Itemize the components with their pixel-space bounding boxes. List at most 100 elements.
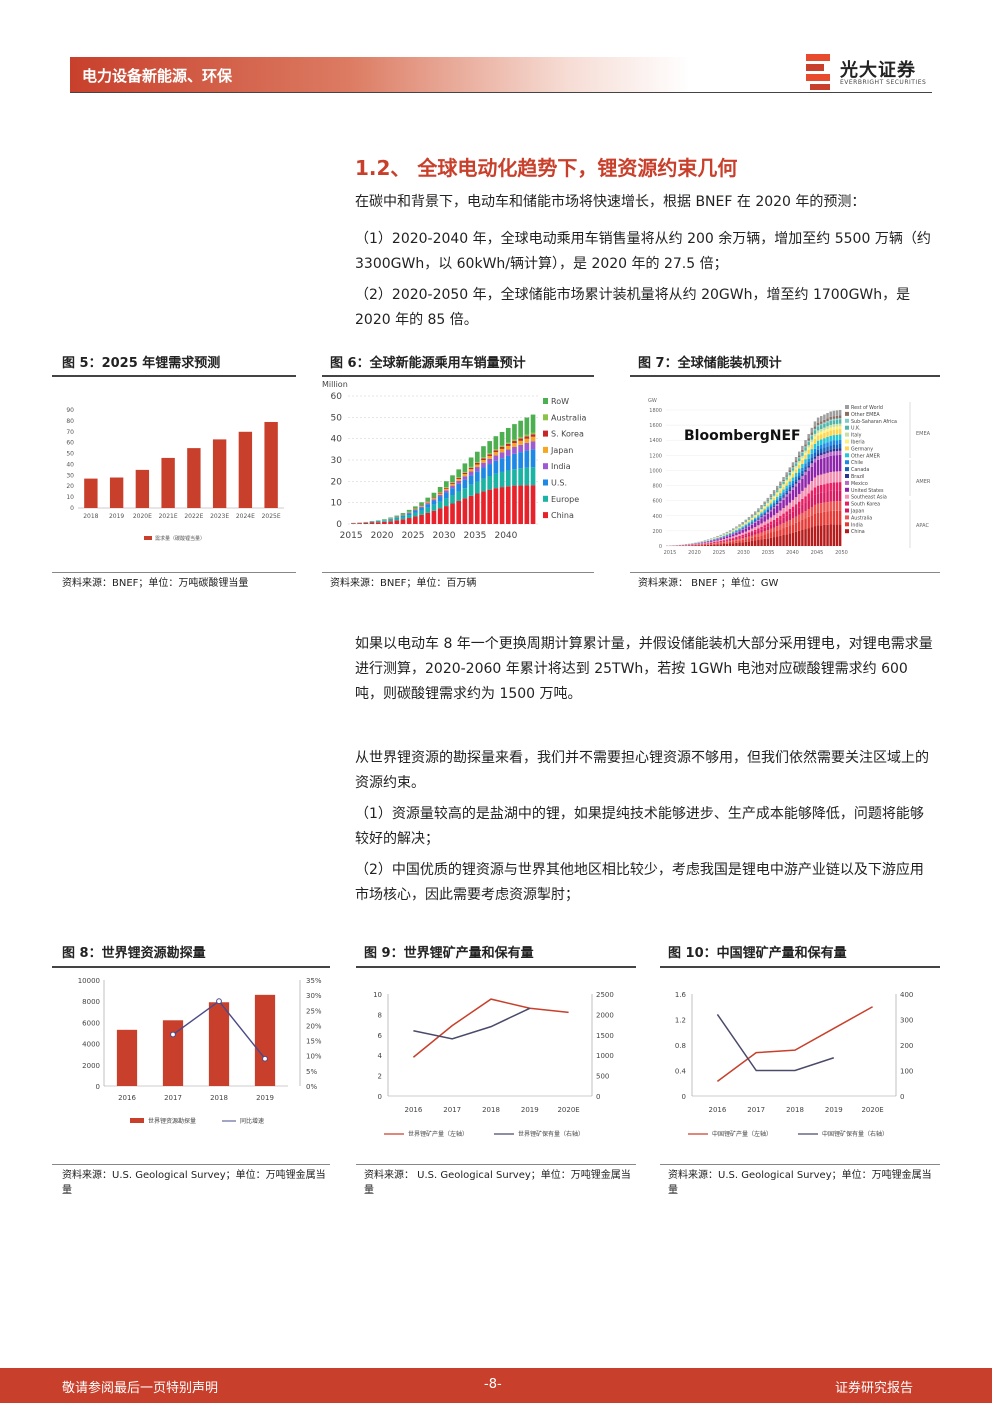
fig7-bar-segment [835,419,839,424]
fig7-legend-label: Other EMEA [851,412,880,418]
fig7-legend-swatch [845,405,849,409]
fig7-bar-segment [826,418,829,422]
fig6-legend-label: China [551,511,574,520]
fig7-bar-segment [747,541,751,546]
fig10-chart: 0 0.4 0.8 1.2 1.6 0 100 200 300 400 2016 2017 2018 20… [675,991,914,1138]
fig7-bar-segment [804,444,807,447]
fig7-bar-segment [798,521,801,531]
paragraph-5: 从世界锂资源的勘探量来看，我们并不需要担心锂资源不够用，但我们依然需要关注区域上… [355,750,929,791]
fig7-bar-segment [826,491,829,503]
fig7-bar-segment [832,429,836,436]
fig7-bar-segment [813,477,817,488]
fig6-bar-segment [413,516,418,524]
fig7-bar-segment [794,462,798,464]
fig6-bar-segment [462,463,468,472]
fig7-bar-segment [719,540,722,542]
fig7-bar-segment [741,528,744,529]
fig6-bar-segment [450,482,455,484]
fig6-bar-segment [474,462,480,465]
fig7-legend-label: Canada [851,467,869,473]
fig5-ytick: 0 [70,505,74,512]
fig7-bar-segment [801,455,804,458]
fig7-bar-segment [719,542,722,544]
fig7-bar-segment [835,510,839,525]
footer-disclaimer: 敬请参阅最后一页特别声明 [62,1381,219,1396]
fig7-bar-segment [810,466,814,482]
fig7-bar-segment [728,540,732,542]
fig7-bar-segment [810,434,814,437]
fig7-bar-segment [788,484,792,488]
fig6-bar-segment [394,518,400,521]
fig6-bar-segment [512,424,517,440]
fig7-bar-segment [829,430,832,436]
fig7-bar-segment [788,470,792,473]
fig6-bar-segment [468,495,474,524]
fig6-legend-label: India [551,462,571,471]
fig7-bar-segment [757,528,760,531]
fig10-series-line [716,1013,835,1072]
fig7-ytick: 200 [652,529,662,535]
fig6-ytick: 0 [336,520,342,530]
fig7-bar-segment [750,537,754,541]
fig8-ytick: 6000 [82,1019,100,1027]
fig6-bar-segment [444,490,449,493]
fig9-chart: 0 2 4 6 8 10 0 500 1000 1500 2000 2500 2016 2017 2018 2… [373,991,614,1138]
fig6-bar-segment [487,454,492,456]
fig7-legend-swatch [845,480,849,485]
fig9-bottom-rule [356,1164,636,1165]
fig7-bar-segment [798,479,801,483]
fig7-bar-segment [807,438,810,441]
fig7-bar-segment [804,469,807,472]
fig7-bar-segment [798,478,801,480]
fig7-bar-segment [794,456,798,461]
fig7-bar-segment [810,453,814,458]
fig6-bar-segment [518,444,523,453]
fig6-bar-segment [437,487,443,493]
fig7-bar-segment [826,428,829,432]
fig7-bar-segment [750,521,754,523]
fig7-bar-segment [829,455,832,473]
fig8-xtick: 2019 [256,1094,274,1102]
fig7-bar-segment [801,459,804,464]
fig7-bar-segment [788,490,792,494]
fig7-bar-segment [813,438,817,444]
fig7-bar-segment [820,458,823,475]
fig6-bar-segment [524,417,530,435]
fig6-bar-segment [493,450,499,453]
fig7-bar-segment [747,519,751,521]
fig7-bar-segment [788,489,792,491]
fig7-bar-segment [832,501,836,511]
fig7-xtick: 2035 [762,550,775,556]
fig7-bar-segment [829,416,832,420]
fig6-bar-segment [505,470,511,487]
fig6-bar-segment [474,471,480,482]
fig7-bar-segment [823,430,826,433]
fig7-bar-segment [791,468,795,471]
fig7-bottom-rule [630,572,940,573]
fig7-bar-segment [832,420,836,425]
fig6-bar-segment [425,504,431,508]
fig6-bar-segment [530,436,536,442]
fig7-bar-segment [838,439,842,444]
fig7-bar-segment [832,435,836,441]
fig6-bar-segment [437,501,443,509]
fig7-bar-segment [700,545,704,546]
fig6-bar-segment [499,431,505,446]
fig7-bar-segment [735,531,738,532]
fig7-ytick: 400 [652,514,662,520]
fig7-bar-segment [747,523,751,525]
fig7-bar-segment [804,529,807,546]
fig7-bar-segment [703,544,707,546]
fig7-bar-segment [798,464,801,469]
fig7-bar-segment [747,521,751,523]
fig7-bar-segment [826,511,829,525]
fig9-legend-label: 世界锂矿产量（左轴） [408,1130,468,1138]
fig7-bar-segment [807,516,810,529]
fig7-bar-segment [813,433,817,437]
fig7-bar-segment [823,414,826,420]
fig9-xtick: 2017 [443,1106,461,1114]
fig7-bar-segment [794,476,798,480]
fig5-ytick: 40 [66,461,74,468]
fig7-bar-segment [829,419,832,421]
fig7-bar-segment [776,496,779,500]
